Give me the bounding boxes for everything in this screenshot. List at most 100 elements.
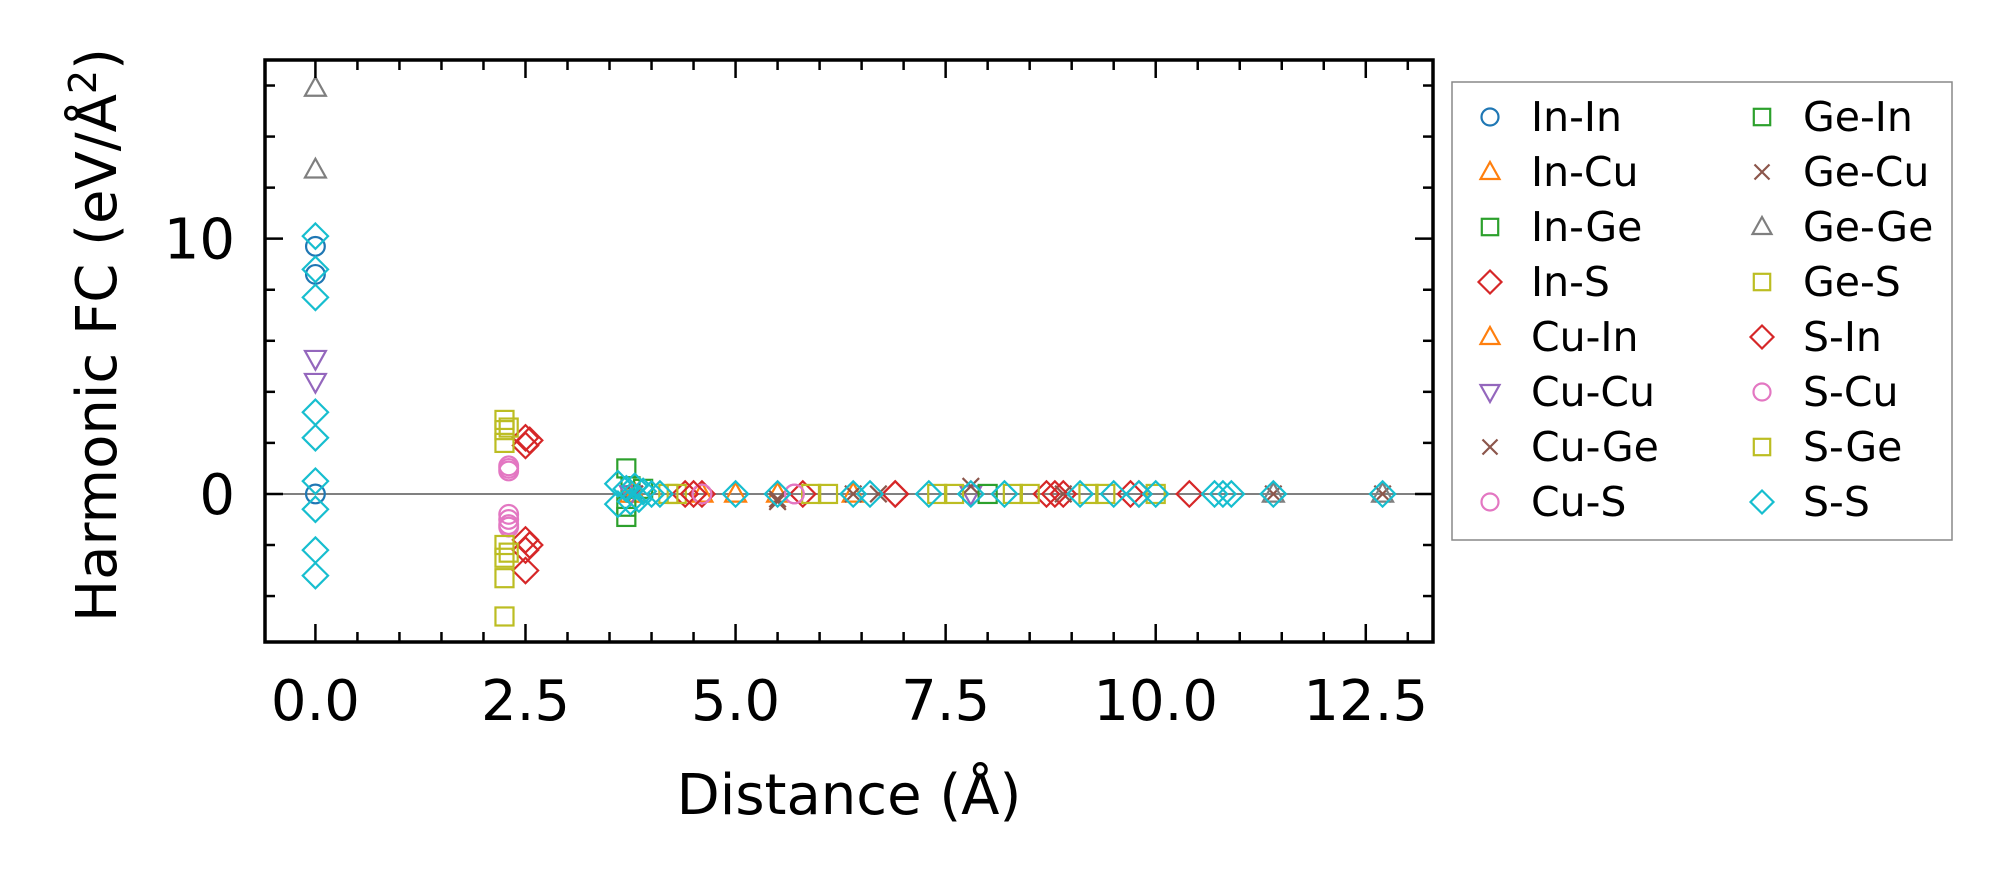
legend: In-In In-Cu In-Ge In-S Cu-In Cu-Cu Cu-Ge Cu-S Ge…: [1476, 93, 1933, 526]
legend-marker-s-s: [1748, 488, 1776, 516]
marker-ge-s: [801, 483, 822, 505]
marker-ge-in: [977, 483, 998, 505]
marker-s-ge: [658, 483, 679, 505]
marker-s-in: [679, 479, 708, 509]
marker-s-in: [515, 426, 544, 455]
marker-in-s: [1175, 479, 1204, 509]
marker-s-s: [301, 495, 330, 524]
y-tick-label: 0: [199, 463, 235, 528]
marker-ge-cu: [869, 484, 888, 503]
legend-label-s-cu: S-Cu: [1803, 368, 1898, 416]
legend-label-ge-in: Ge-In: [1803, 93, 1913, 141]
legend-marker-in-in: [1480, 107, 1500, 127]
marker-s-in: [1040, 479, 1070, 509]
x-axis-title: Distance (Å): [677, 762, 1022, 828]
marker-s-s: [1065, 479, 1095, 509]
legend-label-ge-s: Ge-S: [1803, 258, 1901, 306]
marker-s-s: [612, 474, 641, 504]
marker-ge-cu: [1264, 484, 1283, 503]
legend-label-s-ge: S-Ge: [1803, 423, 1902, 471]
legend-marker-cu-ge: [1481, 438, 1499, 456]
y-axis-title-main: Harmonic FC (eV/Å: [64, 94, 130, 622]
legend-label-in-s: In-S: [1531, 258, 1610, 306]
data-markers: [301, 74, 1397, 627]
legend-label-s-in: S-In: [1803, 313, 1882, 361]
marker-s-cu: [498, 457, 520, 479]
marker-s-in: [881, 479, 910, 509]
legend-label-in-ge: In-Ge: [1531, 203, 1642, 251]
marker-s-cu: [783, 483, 805, 505]
marker-s-s: [616, 487, 645, 516]
marker-ge-ge: [303, 74, 328, 97]
marker-s-s: [763, 479, 792, 509]
marker-s-s: [1141, 479, 1170, 509]
x-tick-label: 5.0: [691, 669, 780, 734]
marker-s-s: [1208, 479, 1238, 509]
marker-s-s: [301, 283, 330, 312]
legend-marker-ge-cu: [1753, 163, 1771, 181]
marker-s-s: [914, 479, 944, 509]
plot-frame: [263, 58, 1435, 644]
marker-s-s: [301, 561, 330, 590]
legend-marker-ge-s: [1752, 272, 1772, 292]
marker-s-ge: [817, 483, 839, 505]
marker-s-cu: [498, 514, 520, 536]
marker-ge-s: [494, 432, 515, 454]
marker-s-s: [301, 466, 330, 496]
marker-cu-in: [723, 480, 748, 503]
marker-cu-s: [498, 503, 520, 525]
marker-ge-s: [494, 547, 515, 568]
legend-label-cu-ge: Cu-Ge: [1531, 423, 1659, 471]
marker-s-s: [301, 423, 330, 452]
marker-s-in: [515, 530, 544, 560]
x-tick-label: 10.0: [1093, 669, 1218, 734]
marker-s-ge: [1002, 483, 1023, 505]
marker-ge-ge: [303, 156, 328, 179]
y-tick-labels: 0 10: [164, 208, 235, 528]
axis-ticks: [265, 60, 1433, 642]
legend-marker-cu-s: [1480, 492, 1500, 512]
legend-label-in-cu: In-Cu: [1531, 148, 1639, 196]
marker-cu-ge: [961, 477, 980, 496]
legend-marker-ge-ge: [1750, 214, 1774, 236]
marker-in-in: [304, 483, 326, 505]
marker-s-s: [301, 255, 330, 284]
marker-cu-s: [691, 483, 713, 505]
marker-s-s: [855, 479, 885, 509]
marker-s-s: [1099, 479, 1128, 509]
x-tick-label: 2.5: [481, 669, 570, 734]
x-tick-label: 7.5: [901, 669, 990, 734]
marker-ge-s: [494, 606, 515, 627]
x-tick-label: 12.5: [1303, 669, 1428, 734]
legend-marker-cu-in: [1478, 324, 1502, 346]
marker-s-ge: [943, 483, 965, 505]
legend-label-cu-s: Cu-S: [1531, 478, 1626, 526]
marker-s-ge: [498, 417, 519, 438]
marker-s-s: [645, 479, 675, 509]
marker-in-s: [788, 479, 817, 509]
marker-ge-cu: [844, 484, 863, 503]
marker-s-s: [1368, 479, 1397, 509]
marker-s-s: [956, 479, 986, 509]
legend-label-ge-cu: Ge-Cu: [1803, 148, 1929, 196]
legend-marker-s-in: [1748, 323, 1776, 351]
legend-label-ge-ge: Ge-Ge: [1803, 203, 1933, 251]
marker-cu-cu: [303, 372, 328, 395]
marker-ge-cu: [1054, 484, 1073, 503]
marker-cu-ge: [768, 492, 787, 511]
marker-s-s: [620, 472, 649, 501]
marker-ge-s: [494, 568, 515, 589]
legend-marker-ge-in: [1752, 107, 1772, 127]
legend-label-in-in: In-In: [1531, 93, 1622, 141]
y-tick-label: 10: [164, 208, 235, 273]
marker-s-ge: [1095, 483, 1116, 505]
legend-marker-in-s: [1476, 268, 1504, 296]
legend-label-cu-in: Cu-In: [1531, 313, 1639, 361]
x-tick-label: 0.0: [271, 669, 360, 734]
marker-in-s: [511, 556, 540, 585]
y-axis-title-close: ): [65, 48, 130, 70]
marker-ge-s: [927, 483, 948, 505]
marker-ge-cu: [1373, 484, 1392, 503]
y-axis-title: Harmonic FC (eV/Å2): [61, 48, 130, 622]
legend-label-cu-cu: Cu-Cu: [1531, 368, 1655, 416]
